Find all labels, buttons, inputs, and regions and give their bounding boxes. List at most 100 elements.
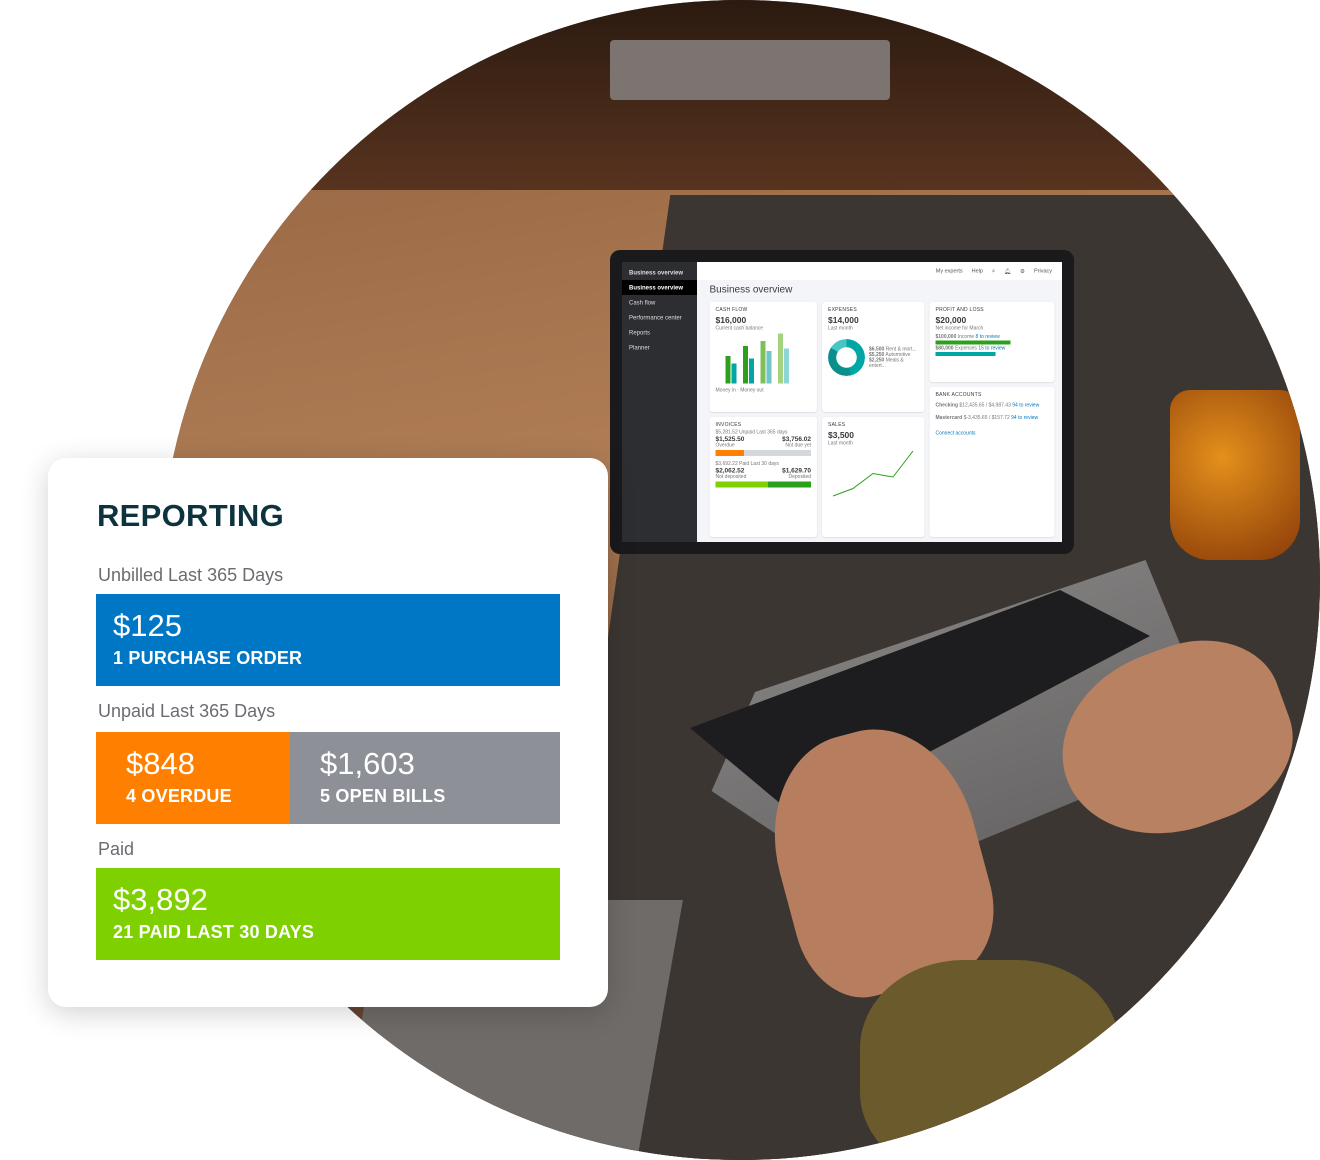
expenses-review-link[interactable]: 15 to review bbox=[978, 345, 1006, 352]
sidebar-item-reports[interactable]: Reports bbox=[629, 329, 651, 336]
sales-widget: SALES $3,500 Last month bbox=[822, 417, 925, 537]
not-due-label: Not due yet bbox=[785, 442, 811, 449]
bar bbox=[743, 346, 748, 384]
amber-glass bbox=[1170, 390, 1300, 560]
widget-subtitle: Last month bbox=[828, 325, 853, 332]
card-title: REPORTING bbox=[97, 498, 284, 533]
my-experts-link[interactable]: My experts bbox=[935, 268, 963, 274]
cash-balance: $16,000 bbox=[715, 315, 747, 326]
bar bbox=[766, 351, 772, 384]
qb-balance: $157.72 bbox=[991, 415, 1010, 421]
overdue-label: Overdue bbox=[715, 442, 735, 449]
search-icon[interactable]: ⌕ bbox=[991, 267, 996, 274]
cash-flow-widget: CASH FLOW $16,000 Current cash balance M… bbox=[709, 302, 817, 412]
cash-flow-bars bbox=[725, 333, 789, 384]
bar bbox=[784, 348, 789, 384]
sidebar: Business overview Business overview Cash… bbox=[622, 262, 697, 542]
expenses-value: $14,000 bbox=[828, 315, 859, 326]
expense-amount: $6,500 bbox=[869, 346, 885, 353]
sweater-sleeve bbox=[860, 960, 1120, 1160]
unbilled-tile[interactable]: $125 1 PURCHASE ORDER bbox=[96, 594, 560, 686]
account-name: Mastercard bbox=[935, 415, 963, 421]
expenses-widget: EXPENSES $14,000 Last month $6,500 Rent … bbox=[822, 302, 925, 412]
sales-line-chart bbox=[832, 450, 914, 497]
widget-title: BANK ACCOUNTS bbox=[935, 392, 982, 398]
unbilled-caption: 1 PURCHASE ORDER bbox=[113, 648, 303, 668]
paid-caption: 21 PAID LAST 30 DAYS bbox=[113, 922, 315, 942]
page-title: Business overview bbox=[709, 284, 793, 295]
review-link[interactable]: 94 to review bbox=[1011, 415, 1039, 421]
bar bbox=[731, 363, 737, 384]
paid-total: $3,692.22 Paid bbox=[715, 461, 750, 467]
review-link[interactable]: 94 to review bbox=[1012, 402, 1040, 409]
sidebar-item-cash-flow[interactable]: Cash flow bbox=[629, 299, 656, 306]
top-bar: My experts Help ⌕ 🔔︎ ⚙ Privacy bbox=[697, 262, 1062, 280]
bank-balance: $12,435.65 bbox=[959, 402, 985, 409]
bar bbox=[749, 358, 754, 384]
sales-value: $3,500 bbox=[828, 430, 854, 441]
account-name: Checking bbox=[935, 402, 959, 409]
overdue-amount: $848 bbox=[126, 746, 195, 781]
profit-loss-widget: PROFIT AND LOSS $20,000 Net income for M… bbox=[929, 302, 1055, 382]
widget-subtitle: Net income for March bbox=[935, 325, 984, 332]
income-label: Income bbox=[957, 334, 975, 340]
deposited-amount: $1,629.70 bbox=[782, 466, 811, 475]
expense-amount: $2,250 bbox=[869, 357, 885, 364]
widget-title: EXPENSES bbox=[828, 307, 857, 313]
bar bbox=[760, 341, 766, 384]
bell-icon[interactable]: 🔔︎ bbox=[1004, 268, 1012, 275]
overdue-caption: 4 OVERDUE bbox=[126, 786, 232, 806]
not-deposited-bar bbox=[715, 481, 769, 488]
income-bar bbox=[935, 340, 1011, 345]
widget-subtitle: Current cash balance bbox=[715, 325, 764, 332]
widget-title: INVOICES bbox=[715, 422, 742, 428]
expense-label: Rent & mort... bbox=[885, 346, 917, 353]
qb-balance: $4,987.43 bbox=[988, 402, 1011, 409]
sidebar-item-business-overview[interactable]: Business overview bbox=[622, 280, 697, 295]
overdue-tile[interactable]: $848 4 OVERDUE bbox=[96, 732, 290, 824]
bar bbox=[778, 333, 783, 384]
not-due-amount: $3,756.02 bbox=[782, 435, 811, 443]
expenses-donut bbox=[828, 339, 865, 376]
bar bbox=[725, 356, 731, 384]
privacy-toggle[interactable]: Privacy bbox=[1033, 268, 1052, 274]
income-review-link[interactable]: 8 to review bbox=[975, 334, 1000, 340]
not-deposited-label: Not deposited bbox=[715, 474, 747, 480]
widget-title: PROFIT AND LOSS bbox=[935, 307, 984, 313]
reporting-card: REPORTING Unbilled Last 365 Days $125 1 … bbox=[48, 458, 608, 1007]
widget-title: CASH FLOW bbox=[715, 307, 748, 313]
overdue-bar bbox=[715, 450, 745, 456]
sidebar-item-planner[interactable]: Planner bbox=[629, 344, 650, 351]
open-bills-caption: 5 OPEN BILLS bbox=[320, 786, 446, 806]
shelf-box bbox=[610, 40, 890, 100]
deposited-bar bbox=[768, 481, 811, 488]
expense-label: Meals & entert... bbox=[869, 357, 904, 369]
sidebar-item-performance-center[interactable]: Performance center bbox=[629, 314, 682, 321]
bank-accounts-widget: BANK ACCOUNTS Checking $12,435.65 / $4,9… bbox=[929, 387, 1055, 537]
unbilled-amount: $125 bbox=[113, 608, 182, 643]
legend-money-in: Money in bbox=[715, 387, 736, 394]
paid-period: Last 30 days bbox=[750, 461, 779, 467]
gear-icon[interactable]: ⚙ bbox=[1020, 268, 1025, 275]
help-link[interactable]: Help bbox=[971, 268, 983, 274]
paid-tile[interactable]: $3,892 21 PAID LAST 30 DAYS bbox=[96, 868, 560, 960]
overdue-amount: $1,525.50 bbox=[715, 435, 745, 443]
paid-label: Paid bbox=[98, 839, 135, 859]
invoices-widget: INVOICES $5,281.52 Unpaid Last 365 days … bbox=[709, 417, 817, 537]
sidebar-header: Business overview bbox=[629, 269, 684, 276]
unpaid-label: Unpaid Last 365 Days bbox=[98, 701, 276, 721]
laptop-screen-dashboard: Business overview Business overview Cash… bbox=[622, 262, 1062, 542]
income-value: $100,000 bbox=[935, 334, 957, 340]
paid-amount: $3,892 bbox=[113, 882, 208, 917]
net-income: $20,000 bbox=[935, 315, 967, 326]
deposited-label: Deposited bbox=[788, 474, 811, 480]
expenses-bar bbox=[935, 352, 996, 356]
unpaid-period: Last 365 days bbox=[756, 429, 788, 436]
open-bills-tile[interactable]: $1,603 5 OPEN BILLS bbox=[290, 732, 560, 824]
unbilled-label: Unbilled Last 365 Days bbox=[98, 565, 284, 585]
expense-amount: $5,250 bbox=[869, 352, 885, 358]
sales-line bbox=[832, 450, 914, 497]
open-bills-amount: $1,603 bbox=[320, 746, 415, 781]
connect-accounts-link[interactable]: Connect accounts bbox=[935, 430, 976, 437]
legend-money-out: Money out bbox=[740, 387, 764, 394]
